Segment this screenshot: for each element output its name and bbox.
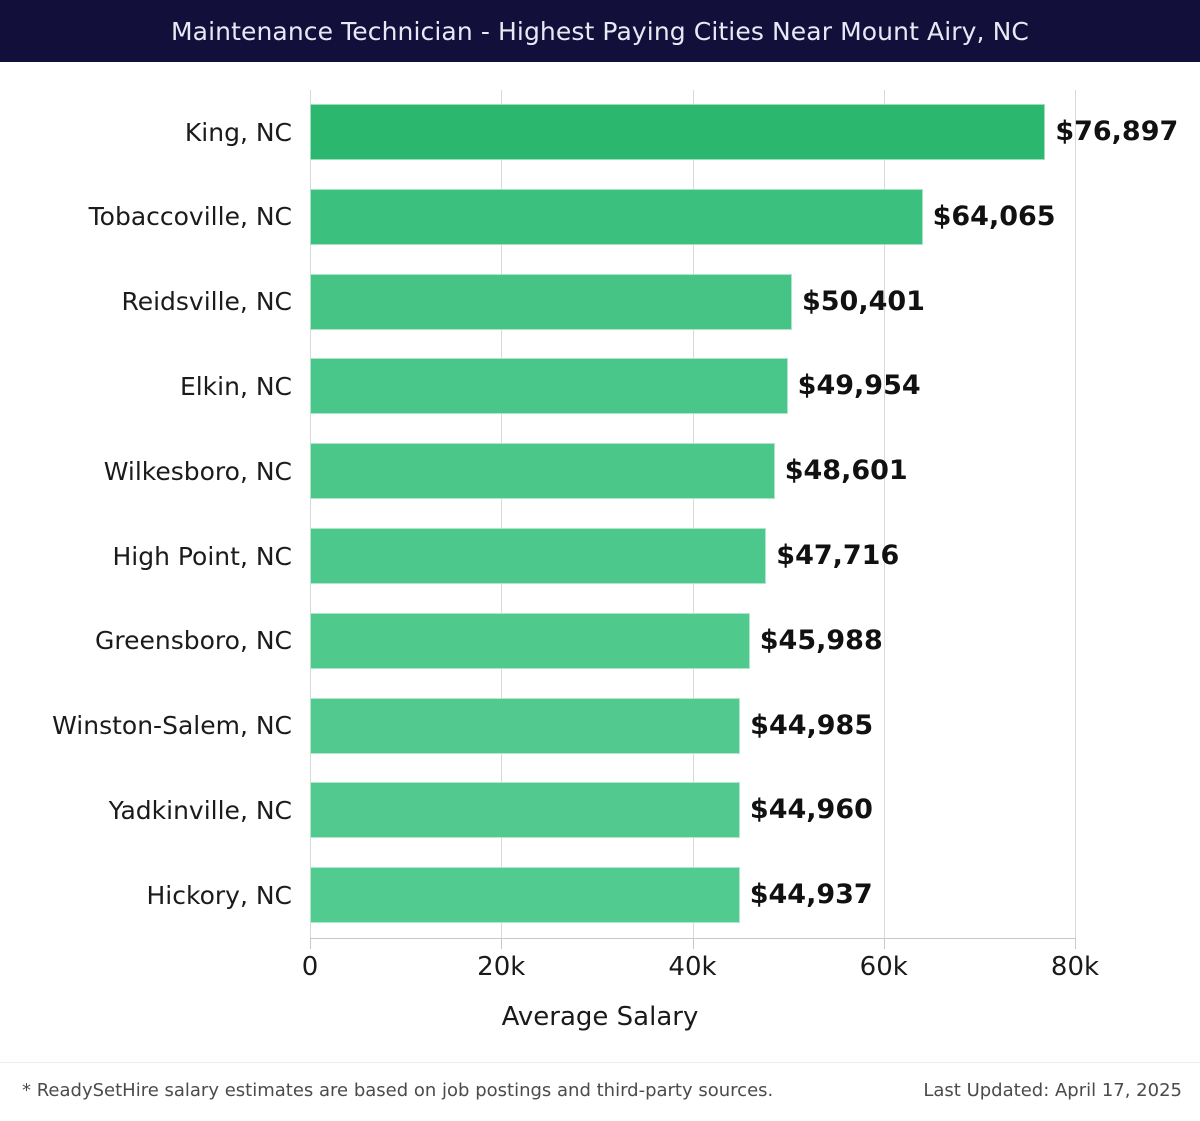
x-axis-title: Average Salary bbox=[501, 1002, 699, 1032]
plot-area bbox=[310, 90, 1076, 938]
bar-row[interactable]: Reidsville, NC $50,401 bbox=[0, 260, 1200, 344]
bar[interactable] bbox=[310, 358, 788, 415]
bar-value-label: $47,716 bbox=[776, 540, 900, 571]
bar[interactable] bbox=[310, 528, 767, 584]
bar[interactable] bbox=[310, 867, 740, 924]
bar-category-label: Hickory, NC bbox=[146, 880, 293, 910]
bar[interactable] bbox=[310, 273, 792, 330]
bar[interactable] bbox=[310, 104, 1046, 160]
bar-category-label: Tobaccoville, NC bbox=[88, 202, 292, 232]
bar[interactable] bbox=[310, 697, 741, 754]
x-axis-line bbox=[310, 938, 1076, 939]
bar-row[interactable]: Yadkinville, NC $44,960 bbox=[0, 768, 1200, 852]
bar-value-label: $44,937 bbox=[749, 879, 873, 911]
tick-mark bbox=[692, 939, 694, 949]
tick-mark bbox=[883, 939, 885, 949]
bar-row[interactable]: King, NC $76,897 bbox=[0, 90, 1200, 174]
bar-value-label: $49,954 bbox=[797, 370, 921, 402]
bar-category-label: Greensboro, NC bbox=[95, 626, 292, 656]
bar-value-label: $48,601 bbox=[784, 455, 908, 487]
gridline bbox=[692, 90, 694, 938]
bar-category-label: Elkin, NC bbox=[179, 371, 292, 401]
bar-category-label: Reidsville, NC bbox=[121, 287, 292, 317]
bar-category-label: Winston-Salem, NC bbox=[52, 711, 292, 741]
bar-value-label: $64,065 bbox=[932, 200, 1056, 232]
bar[interactable] bbox=[310, 782, 740, 839]
bar-category-label: Yadkinville, NC bbox=[108, 795, 292, 825]
bar-row[interactable]: Greensboro, NC $45,988 bbox=[0, 599, 1200, 683]
page-title: Maintenance Technician - Highest Paying … bbox=[171, 16, 1029, 46]
bar-category-label: Wilkesboro, NC bbox=[103, 456, 292, 486]
tick-mark bbox=[501, 939, 503, 949]
chart-title-bar: Maintenance Technician - Highest Paying … bbox=[0, 0, 1200, 62]
bar-row[interactable]: Winston-Salem, NC $44,985 bbox=[0, 684, 1200, 768]
footer-last-updated: Last Updated: April 17, 2025 bbox=[923, 1080, 1182, 1101]
x-tick-label: 40k bbox=[668, 952, 717, 982]
bar-row[interactable]: Hickory, NC $44,937 bbox=[0, 853, 1200, 937]
gridline bbox=[310, 90, 311, 938]
tick-mark bbox=[310, 939, 311, 949]
bar-row[interactable]: Tobaccoville, NC $64,065 bbox=[0, 175, 1200, 259]
bar[interactable] bbox=[310, 188, 923, 245]
x-tick-label: 20k bbox=[477, 952, 526, 982]
footer-disclaimer: * ReadySetHire salary estimates are base… bbox=[22, 1080, 774, 1101]
chart-canvas: King, NC $76,897 Tobaccoville, NC $64,065 Re… bbox=[0, 62, 1200, 1062]
bar-category-label: High Point, NC bbox=[112, 541, 292, 571]
bar-row[interactable]: Elkin, NC $49,954 bbox=[0, 344, 1200, 428]
bar-value-label: $44,960 bbox=[749, 794, 873, 826]
bar-value-label: $45,988 bbox=[759, 624, 883, 656]
bar-value-label: $76,897 bbox=[1055, 116, 1179, 147]
chart-footer: * ReadySetHire salary estimates are base… bbox=[0, 1062, 1200, 1121]
bar-value-label: $50,401 bbox=[801, 285, 925, 317]
bar-row[interactable]: Wilkesboro, NC $48,601 bbox=[0, 429, 1200, 513]
bar[interactable] bbox=[310, 612, 750, 669]
x-tick-label: 60k bbox=[859, 952, 908, 982]
bar-category-label: King, NC bbox=[184, 117, 292, 147]
gridline bbox=[501, 90, 503, 938]
bar-value-label: $44,985 bbox=[750, 709, 874, 741]
gridline bbox=[1075, 90, 1076, 938]
tick-mark bbox=[1075, 939, 1076, 949]
x-tick-label: 80k bbox=[1050, 952, 1100, 982]
gridline bbox=[883, 90, 885, 938]
bar-row[interactable]: High Point, NC $47,716 bbox=[0, 514, 1200, 598]
bar[interactable] bbox=[310, 443, 775, 500]
x-tick-label: 0 bbox=[301, 952, 319, 982]
